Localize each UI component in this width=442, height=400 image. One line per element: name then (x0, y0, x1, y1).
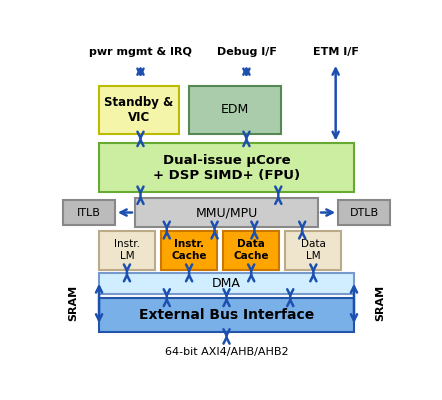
Text: ITLB: ITLB (77, 208, 101, 218)
FancyBboxPatch shape (286, 230, 341, 270)
FancyBboxPatch shape (99, 230, 155, 270)
Text: EDM: EDM (221, 104, 249, 116)
Text: pwr mgmt & IRQ: pwr mgmt & IRQ (89, 47, 192, 57)
Text: 64-bit AXI4/AHB/AHB2: 64-bit AXI4/AHB/AHB2 (165, 347, 288, 357)
FancyBboxPatch shape (99, 273, 354, 294)
FancyBboxPatch shape (338, 200, 390, 225)
FancyBboxPatch shape (63, 200, 115, 225)
FancyBboxPatch shape (161, 230, 217, 270)
FancyBboxPatch shape (223, 230, 279, 270)
Text: External Bus Interface: External Bus Interface (139, 308, 314, 322)
Text: Dual-issue μCore
+ DSP SIMD+ (FPU): Dual-issue μCore + DSP SIMD+ (FPU) (153, 154, 300, 182)
FancyBboxPatch shape (99, 298, 354, 332)
Text: DTLB: DTLB (349, 208, 378, 218)
Text: SRAM: SRAM (68, 285, 78, 322)
Text: Data
LM: Data LM (301, 239, 326, 261)
FancyBboxPatch shape (99, 144, 354, 192)
FancyBboxPatch shape (99, 86, 179, 134)
FancyBboxPatch shape (189, 86, 281, 134)
Text: MMU/MPU: MMU/MPU (195, 206, 258, 219)
FancyBboxPatch shape (135, 198, 318, 227)
Text: Instr.
LM: Instr. LM (114, 239, 140, 261)
Text: Instr.
Cache: Instr. Cache (171, 239, 207, 261)
Text: Data
Cache: Data Cache (233, 239, 269, 261)
Text: DMA: DMA (212, 277, 241, 290)
Text: ETM I/F: ETM I/F (313, 47, 358, 57)
Text: SRAM: SRAM (375, 285, 385, 322)
Text: Standby &
VIC: Standby & VIC (104, 96, 174, 124)
Text: Debug I/F: Debug I/F (217, 47, 276, 57)
